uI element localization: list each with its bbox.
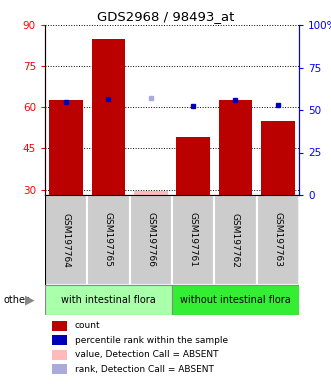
Text: GSM197761: GSM197761 xyxy=(189,212,198,268)
Text: GDS2968 / 98493_at: GDS2968 / 98493_at xyxy=(97,10,234,23)
Bar xyxy=(176,137,210,195)
Bar xyxy=(92,39,125,195)
Bar xyxy=(172,195,214,285)
Text: GSM197764: GSM197764 xyxy=(62,213,71,267)
Bar xyxy=(218,100,253,195)
Bar xyxy=(130,195,172,285)
Text: value, Detection Call = ABSENT: value, Detection Call = ABSENT xyxy=(75,350,218,359)
Text: ▶: ▶ xyxy=(25,293,34,306)
Text: percentile rank within the sample: percentile rank within the sample xyxy=(75,336,228,344)
Text: other: other xyxy=(3,295,29,305)
Bar xyxy=(49,100,83,195)
Text: GSM197763: GSM197763 xyxy=(273,212,282,268)
Text: without intestinal flora: without intestinal flora xyxy=(180,295,291,305)
Bar xyxy=(261,121,295,195)
Text: GSM197766: GSM197766 xyxy=(146,212,155,268)
Bar xyxy=(134,191,168,195)
Text: with intestinal flora: with intestinal flora xyxy=(61,295,156,305)
Text: GSM197762: GSM197762 xyxy=(231,213,240,267)
Text: rank, Detection Call = ABSENT: rank, Detection Call = ABSENT xyxy=(75,364,214,374)
Bar xyxy=(87,195,130,285)
Bar xyxy=(45,195,87,285)
Bar xyxy=(214,195,257,285)
Bar xyxy=(172,285,299,315)
Bar xyxy=(257,195,299,285)
Text: count: count xyxy=(75,321,100,330)
Bar xyxy=(45,285,172,315)
Text: GSM197765: GSM197765 xyxy=(104,212,113,268)
